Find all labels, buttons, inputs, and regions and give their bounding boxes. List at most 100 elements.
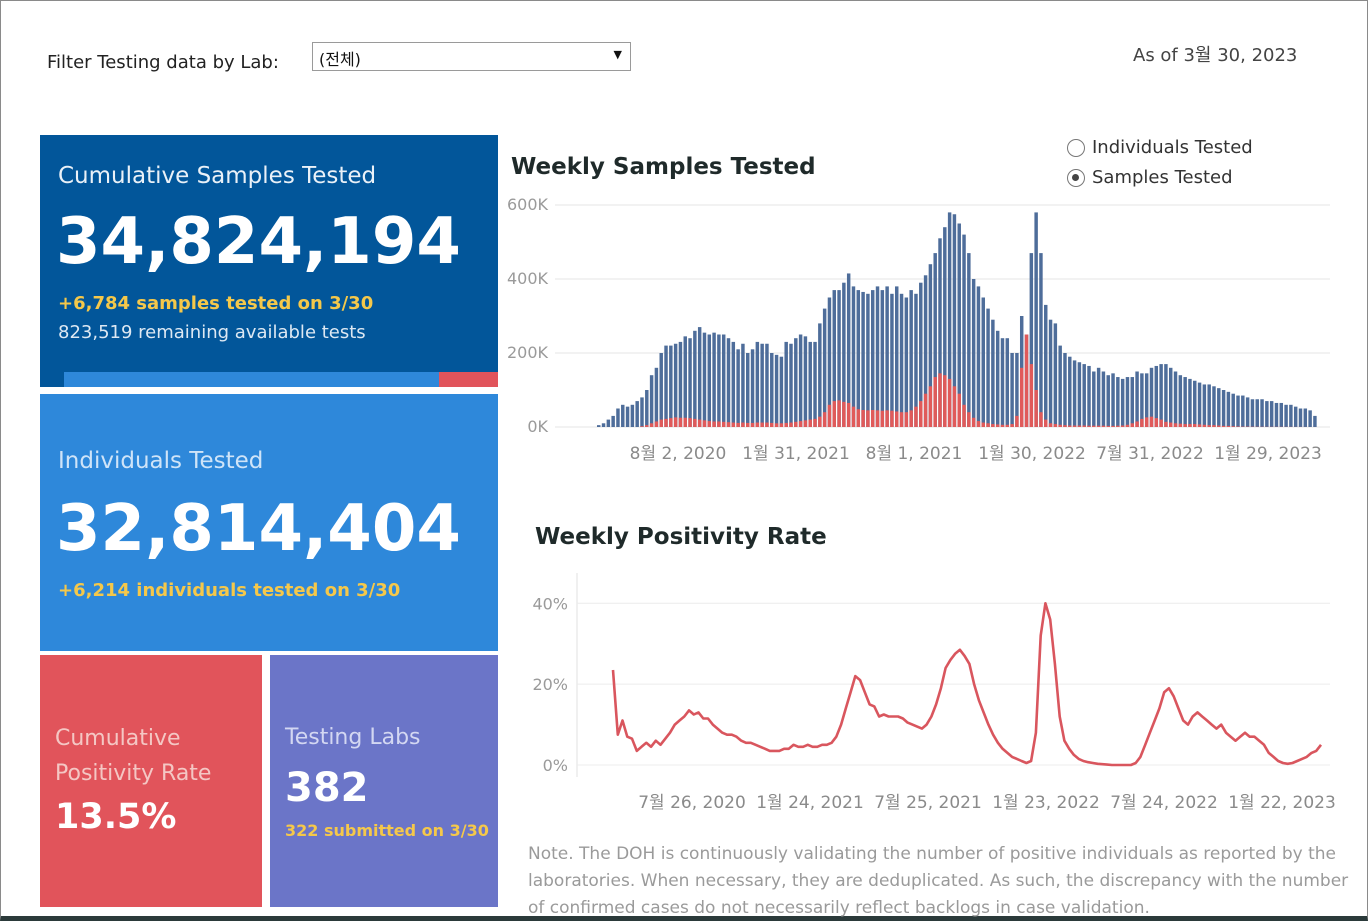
bar-samples: [904, 297, 909, 427]
bar-samples: [1120, 378, 1125, 427]
bar-positive: [1111, 425, 1115, 427]
bar-positive: [818, 416, 822, 427]
bar-positive: [827, 404, 832, 427]
bar-samples: [770, 353, 774, 427]
weekly-positivity-chart: 40% 20% 0% 7월 26, 2020 1월 24, 2021 7월 25, 202…: [532, 573, 1336, 813]
bar-samples: [1308, 410, 1312, 427]
bar-positive: [750, 422, 755, 427]
bar-samples: [880, 290, 885, 427]
bar-positive: [1144, 417, 1149, 427]
bar-samples: [746, 353, 750, 427]
bar-positive: [947, 378, 952, 427]
bar-samples: [1044, 304, 1048, 427]
bar-positive: [1120, 425, 1125, 427]
bar-samples: [1284, 404, 1288, 427]
bar-positive: [770, 422, 774, 427]
bar-samples: [649, 375, 654, 427]
bar-samples: [625, 406, 630, 427]
bar-positive: [736, 422, 740, 427]
bar-positive: [885, 410, 889, 427]
bar-samples: [784, 341, 788, 427]
toggle-individuals-tested[interactable]: Individuals Tested: [1067, 137, 1253, 158]
bar-positive: [919, 401, 923, 427]
bar-samples: [995, 330, 1000, 427]
bar-samples: [1269, 401, 1274, 427]
bar-positive: [851, 406, 856, 427]
bar-positive: [1188, 424, 1192, 427]
bar-samples: [1072, 360, 1077, 427]
bar-positive: [1087, 425, 1091, 427]
y-tick-label: 600K: [507, 195, 549, 214]
bar-samples: [717, 334, 721, 427]
bar-positive: [741, 422, 745, 427]
toggle-individuals-label: Individuals Tested: [1092, 137, 1253, 158]
bar-positive: [794, 421, 798, 427]
bar-positive: [1183, 424, 1187, 427]
bar-samples: [1298, 408, 1303, 427]
bar-positive: [866, 410, 870, 427]
x-tick-label: 1월 30, 2022: [978, 444, 1086, 464]
bar-samples: [1000, 338, 1005, 427]
bar-positive: [923, 393, 928, 427]
bar-positive: [832, 401, 836, 427]
remaining-tests: 823,519 remaining available tests: [58, 322, 366, 343]
bar-samples: [1173, 371, 1178, 427]
bar-samples: [688, 338, 692, 427]
radio-individuals-tested-icon[interactable]: [1067, 138, 1085, 157]
bar-samples: [736, 349, 740, 427]
bar-positive: [712, 421, 716, 427]
bar-positive: [1149, 416, 1154, 427]
bar-samples: [1111, 373, 1115, 427]
x-tick-label: 1월 24, 2021: [756, 793, 864, 813]
bar-samples: [1130, 377, 1135, 427]
bar-samples: [678, 341, 683, 427]
bar-positive: [1005, 424, 1010, 427]
bar-positive: [962, 404, 966, 427]
toggle-samples-tested[interactable]: Samples Tested: [1067, 167, 1233, 188]
bar-samples: [1116, 377, 1120, 427]
bar-positive: [645, 425, 649, 427]
bar-positive: [683, 417, 687, 427]
bar-samples: [798, 334, 803, 427]
bar-samples: [794, 338, 798, 427]
bar-samples: [654, 367, 659, 427]
bar-samples: [808, 341, 812, 427]
cumulative-samples-value: 34,824,194: [56, 205, 461, 279]
bar-positive: [1226, 425, 1231, 427]
y-tick-label: 400K: [507, 269, 549, 288]
bar-positive: [659, 419, 663, 427]
bar-samples: [803, 336, 808, 427]
bar-samples: [721, 334, 726, 427]
bar-positive: [1034, 390, 1038, 427]
radio-samples-tested-icon[interactable]: [1067, 168, 1085, 187]
bar-positive: [914, 406, 918, 427]
bar-samples: [616, 408, 620, 427]
individuals-tested-daily: +6,214 individuals tested on 3/30: [58, 580, 401, 601]
bar-positive: [976, 421, 981, 427]
cumulative-samples-daily: +6,784 samples tested on 3/30: [58, 293, 374, 314]
bar-positive: [875, 410, 880, 427]
bar-positive: [943, 375, 947, 427]
bar-samples: [870, 290, 875, 427]
cumulative-positivity-card: Cumulative Positivity Rate 13.5%: [40, 655, 262, 907]
bar-samples: [1293, 406, 1298, 427]
testing-labs-submitted: 322 submitted on 3/30: [285, 821, 489, 840]
bar-samples: [1135, 371, 1139, 427]
positivity-value: 13.5%: [55, 797, 177, 837]
bar-positive: [774, 423, 779, 427]
bar-positive: [755, 422, 760, 427]
lab-filter-select[interactable]: (전체) ▼: [312, 42, 631, 71]
bar-positive: [765, 422, 769, 427]
bar-samples: [1313, 415, 1317, 427]
bar-positive: [654, 421, 659, 427]
bar-positive: [1125, 424, 1130, 427]
bar-positive: [1068, 425, 1072, 427]
bar-samples: [895, 286, 899, 427]
bar-samples: [1250, 399, 1255, 427]
bar-positive: [986, 423, 990, 427]
bar-samples: [1289, 404, 1293, 427]
bar-samples: [1005, 338, 1010, 427]
bar-samples: [1221, 390, 1226, 427]
bar-positive: [1231, 426, 1235, 427]
bar-samples: [1034, 212, 1038, 427]
